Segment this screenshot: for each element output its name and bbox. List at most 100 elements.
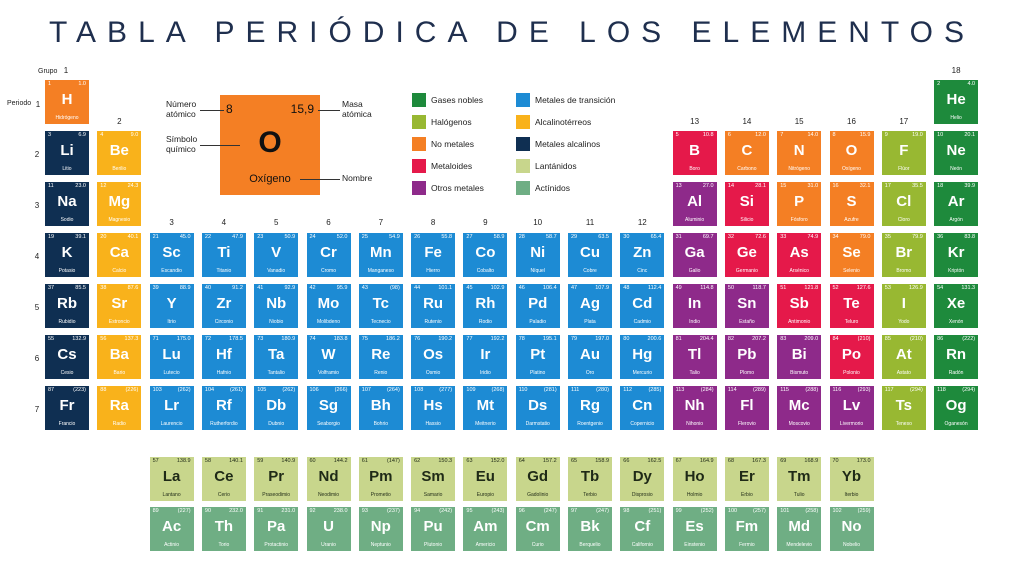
element-cell-am: 95 (243) Am Americio <box>463 507 508 551</box>
atomic-number: 77 <box>466 336 473 342</box>
atomic-number: 7 <box>780 132 784 138</box>
element-cell-mn: 25 54.9 Mn Manganeso <box>358 233 403 277</box>
group-number: 4 <box>221 218 227 227</box>
atomic-mass: 195.1 <box>542 336 557 342</box>
element-name: Seaborgio <box>317 421 340 427</box>
atomic-number: 111 <box>571 387 580 393</box>
atomic-number: 63 <box>466 458 473 464</box>
element-name: Flerovio <box>737 421 756 427</box>
atomic-number: 31 <box>675 234 682 240</box>
group-number: 15 <box>794 117 804 126</box>
element-cell-no: 102 (259) No Nobelio <box>829 507 874 551</box>
element-cell-co: 27 58.9 Co Cobalto <box>463 233 508 277</box>
element-cell-rn: 86 (222) Rn Radón <box>934 335 979 379</box>
legend-label: Alcalinotérreos <box>535 117 592 127</box>
element-name: Teluro <box>844 319 859 325</box>
atomic-mass: 27.0 <box>702 183 714 189</box>
atomic-mass: 106.4 <box>542 285 557 291</box>
atomic-mass: 118.7 <box>752 285 766 291</box>
element-name: Circonio <box>214 319 234 325</box>
group-number: 1 <box>63 66 69 75</box>
element-symbol: Al <box>687 193 703 210</box>
legend-label: Actínidos <box>535 183 570 193</box>
atomic-mass: 232.0 <box>229 508 243 514</box>
element-cell-fe: 26 55.8 Fe Hierro <box>411 233 456 277</box>
element-symbol: W <box>321 346 336 363</box>
element-symbol: Pu <box>423 518 443 535</box>
element-symbol: Re <box>371 346 391 363</box>
element-symbol: Ti <box>217 244 231 261</box>
atomic-number: 5 <box>675 132 679 138</box>
element-name: Silicio <box>740 217 754 223</box>
legend-swatch <box>412 93 426 107</box>
element-cell-mg: 12 24.3 Mg Magnesio <box>97 182 142 226</box>
element-symbol: Hs <box>423 397 443 414</box>
group-number: 7 <box>378 218 384 227</box>
atomic-number: 23 <box>257 234 264 240</box>
element-cell-cr: 24 52.0 Cr Cromo <box>306 233 351 277</box>
element-name: Nihonio <box>686 421 704 427</box>
element-symbol: Tb <box>580 468 600 485</box>
element-name: Praseodimio <box>262 492 291 498</box>
atomic-number: 117 <box>884 387 894 393</box>
atomic-number: 86 <box>937 336 944 342</box>
element-name: Platino <box>530 370 546 376</box>
element-symbol: Pb <box>737 346 757 363</box>
atomic-number: 50 <box>727 285 735 291</box>
atomic-number: 82 <box>727 336 735 342</box>
element-cell-pd: 46 106.4 Pd Paladio <box>515 284 560 328</box>
element-symbol: Hg <box>632 346 653 363</box>
atomic-number: 35 <box>884 234 891 240</box>
element-symbol: Hf <box>215 346 232 363</box>
element-symbol: Am <box>473 518 498 535</box>
atomic-mass: (266) <box>334 387 348 393</box>
group-number: 8 <box>430 218 436 227</box>
element-symbol: Y <box>166 295 177 312</box>
atomic-mass: 50.9 <box>284 234 296 240</box>
element-cell-as: 33 74.9 As Arsénico <box>777 233 822 277</box>
element-cell-be: 4 9.0 Be Berilio <box>97 131 142 175</box>
atomic-number: 1 <box>48 81 52 87</box>
group-number: 11 <box>585 218 595 227</box>
atomic-number: 100 <box>727 508 738 514</box>
label-atomic-number: Número atómico <box>166 99 197 119</box>
atomic-mass: 164.9 <box>699 458 714 464</box>
element-cell-po: 84 (210) Po Polonio <box>829 335 874 379</box>
atomic-number: 80 <box>623 336 630 342</box>
atomic-mass: 102.9 <box>490 285 505 291</box>
label-chemical-symbol: Símbolo químico <box>166 134 198 154</box>
atomic-mass: (252) <box>700 508 714 514</box>
atomic-number: 24 <box>309 234 316 240</box>
element-name: Talio <box>689 370 700 376</box>
element-symbol: Tm <box>787 468 811 485</box>
element-symbol: Ds <box>528 397 548 414</box>
group-number: 16 <box>847 117 856 126</box>
atomic-mass: (261) <box>230 387 243 393</box>
element-cell-dy: 66 162.5 Dy Disprosio <box>620 457 665 501</box>
element-name: Níquel <box>530 268 545 274</box>
element-name: Cinc <box>637 268 648 274</box>
atomic-mass: 83.8 <box>964 234 976 240</box>
legend-label: Metales alcalinos <box>535 139 601 149</box>
element-cell-zr: 40 91.2 Zr Circonio <box>201 284 246 328</box>
atomic-mass: 107.9 <box>595 285 609 291</box>
atomic-mass: 114.8 <box>700 285 714 291</box>
element-name: Germanio <box>735 268 758 274</box>
element-cell-si: 14 28.1 Si Silicio <box>724 182 769 226</box>
element-name: Arsénico <box>789 268 809 274</box>
element-symbol: Ne <box>946 142 966 159</box>
element-cell-pb: 82 207.2 Pb Plomo <box>724 335 769 379</box>
period-number: 3 <box>34 201 40 210</box>
pointer-line <box>200 145 240 146</box>
atomic-mass: (251) <box>648 508 662 514</box>
element-symbol: Fm <box>735 518 759 535</box>
element-symbol: Cm <box>525 518 550 535</box>
element-cell-rb: 37 85.5 Rb Rubidio <box>45 284 89 328</box>
element-symbol: As <box>789 244 809 261</box>
atomic-mass: (226) <box>125 387 139 393</box>
element-cell-he: 2 4.0 He Helio <box>934 80 979 124</box>
atomic-number: 17 <box>884 183 891 189</box>
element-symbol: Eu <box>475 468 495 485</box>
atomic-mass: (262) <box>282 387 296 393</box>
atomic-number: 89 <box>152 508 159 514</box>
